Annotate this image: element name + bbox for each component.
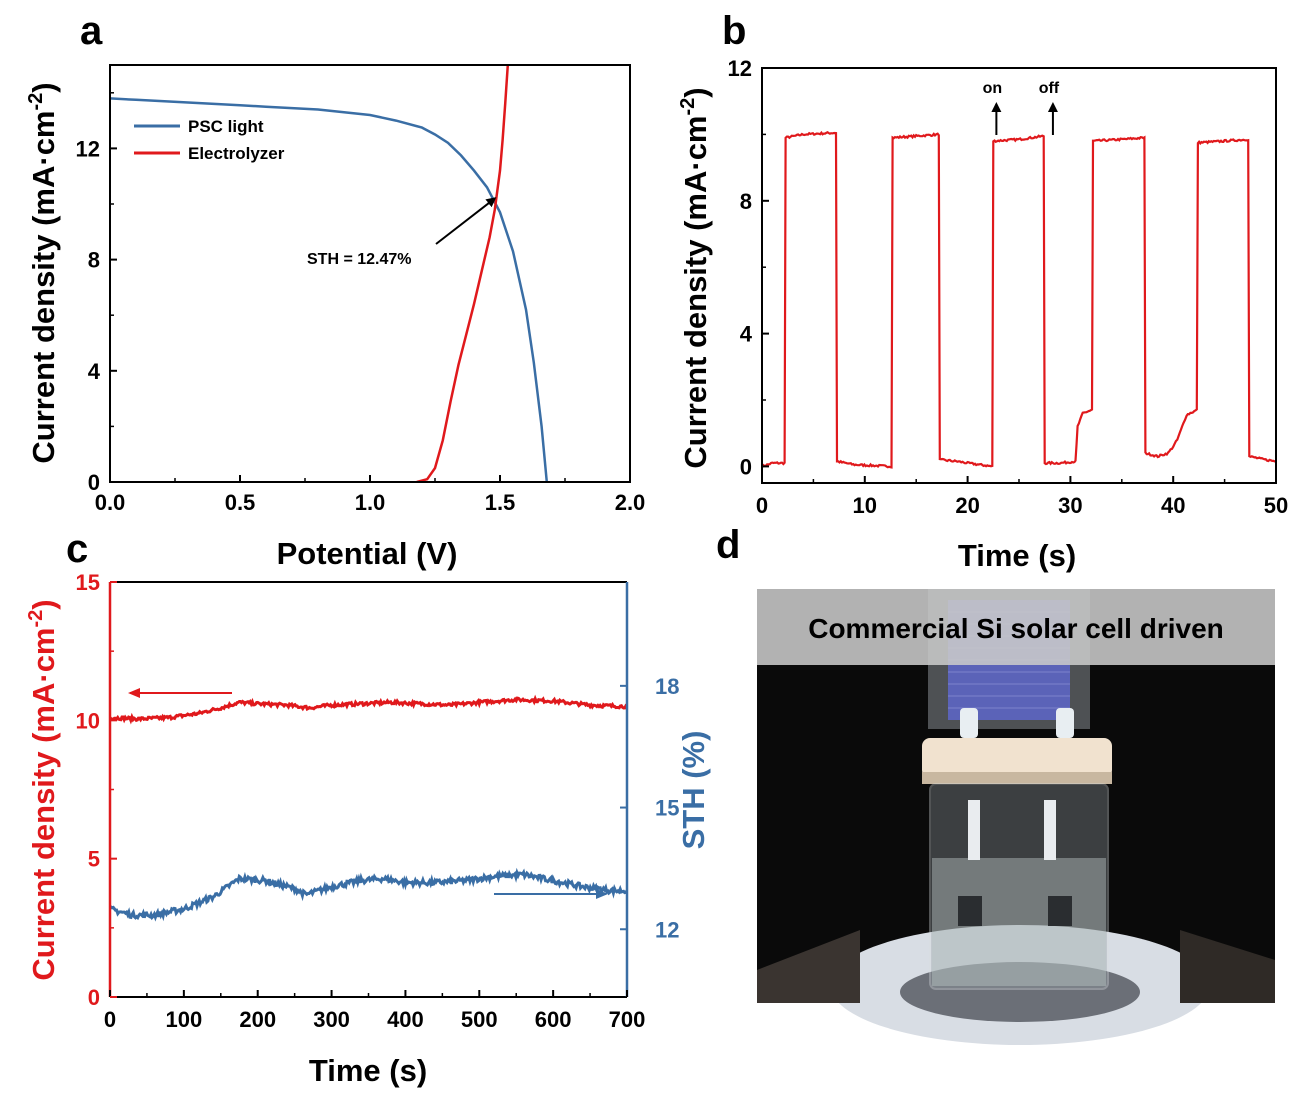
panel-b-ylabel-end: ) [678, 87, 713, 97]
panel-b-xlabel: Time (s) [958, 538, 1076, 573]
x-tick-label: 0.0 [95, 490, 126, 515]
right-y-tick-label: 12 [655, 917, 679, 942]
x-tick-label: 20 [955, 493, 979, 518]
photo-table-right [1180, 930, 1275, 1003]
x-tick-label: 200 [239, 1007, 276, 1032]
photo-cell-cap [922, 738, 1112, 778]
panel-c-left-ylabel-main: Current density (mA·cm [26, 628, 61, 981]
right-y-tick-label: 18 [655, 674, 679, 699]
sth-annotation: STH = 12.47% [307, 251, 412, 268]
panel-label-a: a [80, 9, 103, 53]
x-tick-label: 400 [387, 1007, 424, 1032]
legend-label-psc-light: PSC light [188, 117, 264, 136]
panel-c-plot-area [110, 694, 627, 922]
y-tick-label: 8 [88, 248, 100, 273]
x-tick-label: 30 [1058, 493, 1082, 518]
x-tick-label: 0 [756, 493, 768, 518]
x-tick-label: 300 [313, 1007, 350, 1032]
panel-c-left-ylabel-end: ) [26, 599, 61, 609]
x-tick-label: 500 [461, 1007, 498, 1032]
panel-a-ylabel-end: ) [26, 82, 61, 92]
photo-clip-right [1056, 708, 1074, 738]
y-tick-label: 12 [76, 136, 100, 161]
series-line-chopped-light [762, 130, 1276, 469]
panel-d: d [716, 523, 1275, 1045]
photo-electrode-rod-left [968, 800, 980, 860]
y-tick-label: 4 [740, 322, 753, 347]
photo-electrode-right [1048, 896, 1072, 926]
series-line-sth [110, 867, 627, 922]
panel-b-ylabel-sup: -2 [677, 98, 699, 116]
y-tick-label: 0 [740, 454, 752, 479]
panel-a-xlabel: Potential (V) [277, 536, 458, 571]
panel-b-ticks: 0 10 20 30 40 50 0 4 8 12 [728, 56, 1289, 518]
x-tick-label: 0.5 [225, 490, 256, 515]
left-y-tick-label: 15 [76, 570, 100, 595]
x-tick-label: 2.0 [615, 490, 646, 515]
photo-electrode-rod-right [1044, 800, 1056, 860]
panel-c-ticks: 0 100 200 300 400 500 600 700 0 5 10 15 12 15 18 [76, 570, 680, 1032]
x-tick-label: 0 [104, 1007, 116, 1032]
panel-label-d: d [716, 523, 740, 567]
x-tick-label: 700 [609, 1007, 646, 1032]
panel-a-ticks: 0.0 0.5 1.0 1.5 2.0 0 4 8 12 [76, 92, 646, 515]
on-annotation-label: on [983, 80, 1003, 97]
photo-base-shadow [900, 962, 1140, 1022]
left-y-tick-label: 0 [88, 985, 100, 1010]
panel-label-b: b [722, 9, 746, 53]
photo-clip-left [960, 708, 978, 738]
panel-a-ylabel: Current density (mA·cm-2) [25, 82, 61, 463]
off-annotation-label: off [1039, 80, 1060, 97]
panel-c-xlabel: Time (s) [309, 1053, 427, 1088]
panel-b-ylabel-main: Current density (mA·cm [678, 116, 713, 469]
panel-a: a 0.0 0.5 1.0 1.5 2.0 0 4 8 12 Potential (V) Cur… [25, 9, 645, 571]
panel-c-left-ylabel-sup: -2 [25, 610, 47, 628]
panel-c-left-ylabel: Current density (mA·cm-2) [25, 599, 61, 980]
photo-cap-rim [922, 772, 1112, 784]
x-tick-label: 1.0 [355, 490, 386, 515]
x-tick-label: 1.5 [485, 490, 516, 515]
series-line-psc-light [110, 97, 549, 482]
panel-b-annotations: on off [983, 80, 1060, 135]
x-tick-label: 600 [535, 1007, 572, 1032]
sth-annotation-arrow [435, 197, 497, 245]
left-y-tick-label: 10 [76, 708, 100, 733]
x-tick-label: 10 [853, 493, 877, 518]
panel-a-legend: PSC light Electrolyzer [134, 117, 285, 163]
x-tick-label: 50 [1264, 493, 1288, 518]
y-tick-label: 4 [88, 359, 101, 384]
setup-photo: Commercial Si solar cell driven [757, 589, 1275, 1045]
panel-b-ylabel: Current density (mA·cm-2) [677, 87, 713, 468]
legend-label-electrolyzer: Electrolyzer [188, 144, 285, 163]
x-tick-label: 40 [1161, 493, 1185, 518]
panel-c-right-ylabel: STH (%) [676, 731, 711, 850]
panel-b-frame [761, 67, 1277, 484]
photo-electrode-left [958, 896, 982, 926]
series-line-electrolyzer [416, 65, 510, 482]
panel-b-plot-area [762, 130, 1276, 469]
panel-a-ylabel-sup: -2 [25, 93, 47, 111]
panel-a-plot-area [110, 65, 549, 482]
x-tick-label: 100 [165, 1007, 202, 1032]
panel-a-ylabel-main: Current density (mA·cm [26, 111, 61, 464]
photo-caption: Commercial Si solar cell driven [808, 613, 1224, 644]
panel-b: b 0 10 20 30 40 50 0 4 8 12 Time (s) Current dens… [677, 9, 1288, 573]
left-y-tick-label: 5 [88, 847, 100, 872]
panel-label-c: c [66, 527, 88, 571]
y-tick-label: 8 [740, 189, 752, 214]
series-line-current-density [110, 694, 627, 725]
y-tick-label: 0 [88, 470, 100, 495]
panel-c: c 0 100 200 300 400 500 600 700 0 5 10 15 12 15 18 Tim… [25, 527, 711, 1088]
photo-caption-banner [757, 589, 1275, 665]
y-tick-label: 12 [728, 56, 752, 81]
photo-table-left [757, 930, 860, 1003]
right-y-tick-label: 15 [655, 796, 679, 821]
